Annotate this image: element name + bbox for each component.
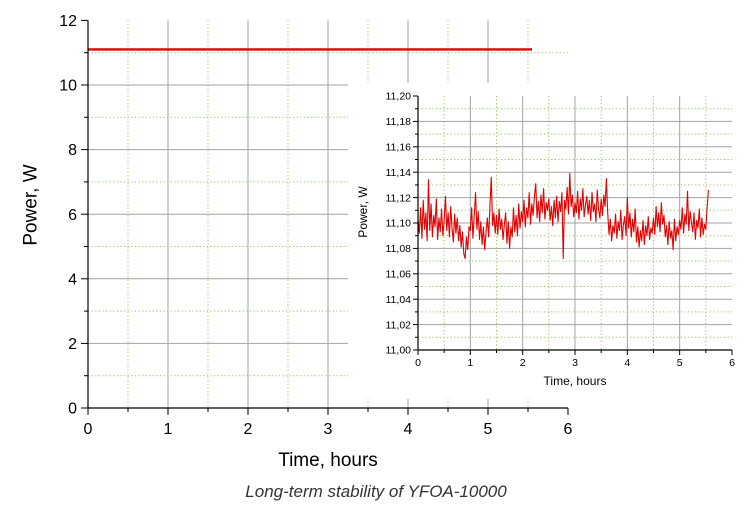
inset-y-axis-label: Power, W [356,186,370,238]
inset-x-tick-label: 5 [677,357,683,369]
figure-caption: Long-term stability of YFOA-10000 [245,482,507,501]
main-x-tick-label: 0 [84,421,93,438]
inset-x-tick-label: 0 [415,357,421,369]
inset-x-axis-label: Time, hours [544,374,607,388]
main-y-tick-label: 0 [68,401,77,418]
inset-y-tick-label: 11,16 [386,141,412,153]
main-y-tick-label: 4 [68,271,77,288]
inset-background [348,83,748,399]
inset-chart: 0 1 2 3 4 5 6 11,00 11,02 11,04 11,06 11,08 11,10 11,… [348,83,748,399]
main-x-tick-label: 5 [484,421,493,438]
inset-power-line [417,172,709,260]
inset-y-tick-label: 11,04 [386,294,412,306]
main-y-tick-label: 12 [59,13,77,30]
main-x-tick-label: 3 [324,421,333,438]
inset-y-tick-label: 11,02 [386,319,412,331]
inset-grid [418,96,732,350]
main-x-axis-label: Time, hours [278,450,378,471]
main-x-tick-label: 6 [564,421,573,438]
main-x-tick-label: 2 [244,421,253,438]
inset-y-tick-label: 11,00 [386,345,412,357]
inset-x-tick-label: 1 [467,357,473,369]
main-y-tick-label: 6 [68,207,77,224]
inset-x-tick-label: 2 [520,357,526,369]
inset-y-tick-label: 11,06 [386,268,412,280]
main-y-tick-label: 8 [68,142,77,159]
inset-axes: 0 1 2 3 4 5 6 11,00 11,02 11,04 11,06 11,08 11,10 11,… [386,91,736,369]
inset-x-tick-label: 4 [624,357,630,369]
inset-y-tick-label: 11,18 [386,116,412,128]
inset-y-tick-label: 11,10 [386,218,412,230]
inset-y-tick-label: 11,08 [386,243,412,255]
inset-y-tick-label: 11,20 [386,91,412,103]
inset-y-tick-label: 11,14 [386,167,412,179]
inset-series [417,172,709,260]
inset-x-tick-label: 3 [572,357,578,369]
main-y-tick-label: 2 [68,336,77,353]
main-x-tick-label: 1 [164,421,173,438]
inset-x-tick-label: 6 [729,357,735,369]
main-y-tick-label: 10 [59,78,77,95]
main-y-axis-label: Power, W [21,164,42,245]
main-x-tick-label: 4 [404,421,413,438]
inset-y-tick-label: 11,12 [386,192,412,204]
